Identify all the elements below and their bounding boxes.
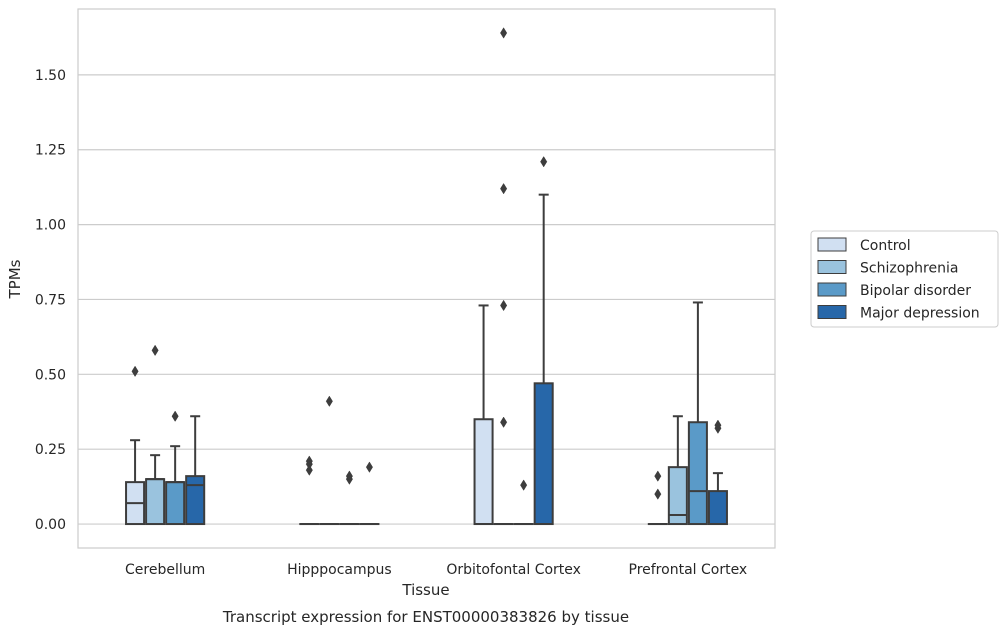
legend-swatch	[817, 282, 847, 297]
outlier-point	[654, 470, 662, 482]
box-0-3	[185, 415, 206, 526]
outlier-point	[151, 344, 159, 357]
outlier-point	[305, 455, 313, 467]
outlier-point	[500, 416, 508, 428]
legend-label: Bipolar disorder	[860, 283, 971, 299]
outlier-point	[500, 299, 508, 312]
outlier-point	[131, 365, 139, 378]
y-tick-label: 1.25	[35, 143, 66, 159]
box-1-2	[339, 470, 360, 526]
box-2-3	[533, 156, 554, 526]
legend: Control Schizophrenia Bipolar disorder Majo…	[810, 230, 999, 328]
chart-caption: Transcript expression for ENST0000038382…	[222, 608, 629, 626]
outlier-point	[325, 395, 333, 407]
x-tick-labels: Cerebellum Hipppocampus Orbitofontal Corte…	[125, 562, 747, 578]
box-1-1	[319, 395, 340, 526]
outlier-point	[714, 419, 722, 431]
y-tick-label: 0.00	[35, 517, 66, 533]
legend-label: Control	[860, 238, 911, 254]
outlier-point	[500, 182, 508, 195]
box-3-0	[647, 470, 668, 526]
y-tick-label: 0.75	[35, 292, 66, 308]
outlier-point	[500, 27, 508, 39]
outlier-point	[365, 461, 373, 473]
outlier-point	[520, 479, 528, 491]
x-tick-label: Prefrontal Cortex	[629, 562, 748, 578]
gridlines	[78, 74, 775, 525]
y-tick-label: 0.25	[35, 442, 66, 458]
box-0-1	[145, 344, 166, 526]
box-body	[145, 478, 166, 526]
box-body	[473, 418, 494, 526]
box-1-0	[299, 455, 320, 526]
box-body	[667, 466, 688, 526]
legend-swatch	[817, 260, 847, 274]
outlier-point	[654, 488, 662, 500]
legend-frame	[810, 230, 999, 328]
outlier-point	[540, 156, 548, 168]
box-body	[707, 490, 728, 526]
boxes	[125, 27, 728, 526]
legend-swatch	[817, 305, 847, 319]
outlier-point	[345, 470, 353, 482]
box-body	[185, 475, 206, 526]
x-tick-label: Hipppocampus	[287, 562, 392, 578]
outlier-point	[171, 410, 179, 422]
box-body	[533, 382, 554, 526]
outlier-point	[305, 464, 313, 476]
legend-label: Major depression	[860, 306, 980, 322]
y-tick-labels: 0.00 0.25 0.50 0.75 1.00 1.25 1.50	[35, 68, 66, 533]
y-tick-label: 1.50	[35, 68, 66, 84]
y-tick-label: 0.50	[35, 367, 66, 383]
box-0-2	[165, 410, 186, 526]
y-tick-label: 1.00	[35, 218, 66, 234]
y-axis-title: TPMs	[6, 259, 24, 299]
box-2-2	[513, 479, 534, 526]
legend-swatch	[817, 237, 847, 252]
box-3-3	[707, 419, 728, 526]
box-body	[687, 421, 708, 526]
x-tick-label: Cerebellum	[125, 562, 205, 578]
box-body	[165, 481, 186, 526]
box-1-3	[359, 461, 380, 526]
box-3-2	[687, 301, 708, 526]
box-3-1	[667, 415, 688, 526]
x-axis-title: Tissue	[401, 581, 449, 599]
box-0-0	[125, 365, 146, 526]
x-tick-label: Orbitofontal Cortex	[446, 562, 581, 578]
box-2-1	[493, 27, 514, 526]
box-2-0	[473, 304, 494, 526]
plot-area	[77, 8, 776, 549]
legend-label: Schizophrenia	[860, 261, 958, 277]
